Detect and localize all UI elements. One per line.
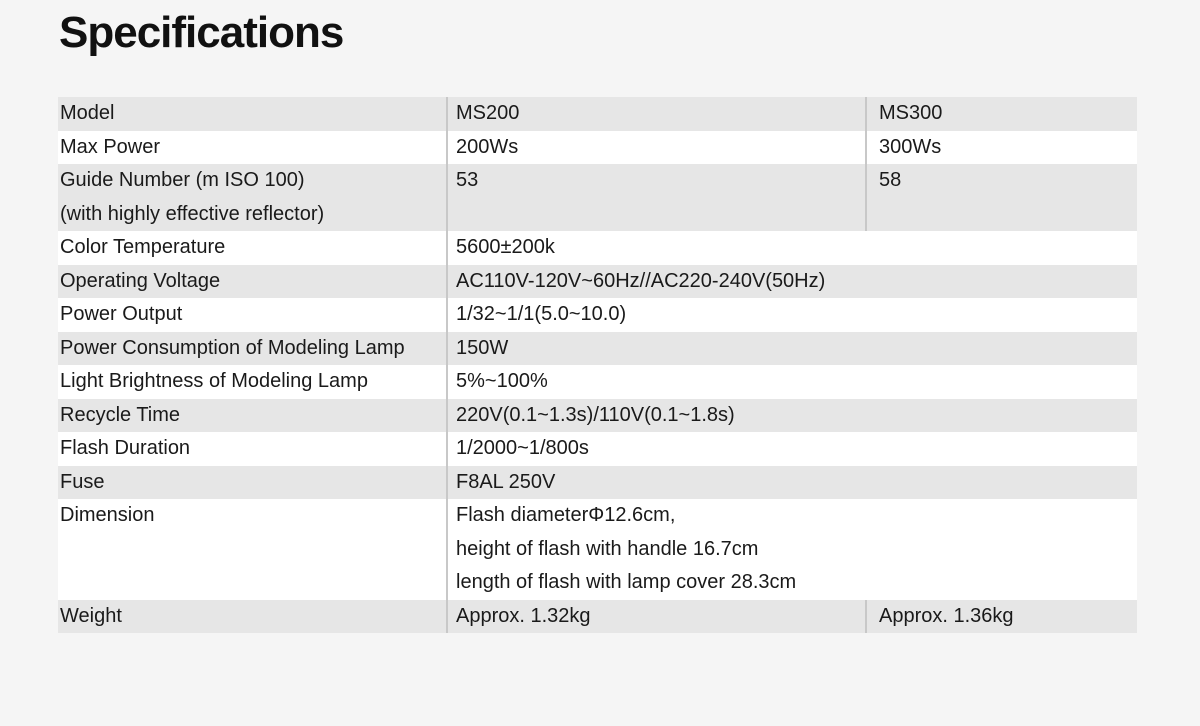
cell-text: 1/32~1/1(5.0~10.0) bbox=[456, 303, 627, 325]
cell-text: length of flash with lamp cover 28.3cm bbox=[456, 571, 797, 593]
spec-cell: 53 bbox=[446, 164, 866, 231]
table-row: Guide Number (m ISO 100) (with highly eff… bbox=[58, 164, 1137, 231]
spec-cell: Power Consumption of Modeling Lamp bbox=[58, 332, 447, 366]
cell-text: Guide Number (m ISO 100) bbox=[60, 169, 305, 191]
cell-text: Weight bbox=[60, 604, 122, 627]
cell-text: Dimension bbox=[60, 504, 155, 526]
cell-text: Light Brightness of Modeling Lamp bbox=[60, 370, 368, 392]
spec-cell: 300Ws bbox=[865, 130, 1137, 164]
cell-text: Max Power bbox=[60, 135, 161, 158]
spec-cell: Guide Number (m ISO 100) (with highly eff… bbox=[58, 164, 447, 231]
spec-cell: 58 bbox=[865, 164, 1137, 231]
cell-text: (with highly effective reflector) bbox=[60, 202, 325, 225]
table-row: Dimension Flash diameterΦ12.6cm, height of… bbox=[58, 499, 1137, 600]
spec-cell: 5600±200k bbox=[446, 231, 1137, 265]
table-row: Power Output 1/32~1/1(5.0~10.0) bbox=[58, 298, 1137, 332]
cell-text: Fuse bbox=[60, 470, 105, 493]
cell-text: F8AL 250V bbox=[456, 470, 556, 493]
cell-text: AC110V-120V~60Hz//AC220-240V(50Hz) bbox=[456, 269, 826, 292]
cell-text: 220V(0.1~1.3s)/110V(0.1~1.8s) bbox=[456, 403, 735, 426]
cell-text: MS300 bbox=[879, 102, 943, 124]
cell-text: 1/2000~1/800s bbox=[456, 437, 589, 459]
spec-cell: Approx. 1.32kg bbox=[446, 599, 866, 633]
table-row: Max Power 200Ws 300Ws bbox=[58, 130, 1137, 165]
cell-text: Operating Voltage bbox=[60, 269, 221, 292]
page-title: Specifications bbox=[59, 8, 344, 57]
cell-text: 200Ws bbox=[456, 135, 519, 158]
spec-cell: Recycle Time bbox=[58, 399, 447, 433]
spec-cell: F8AL 250V bbox=[446, 465, 1137, 499]
spec-cell: Flash Duration bbox=[58, 432, 447, 466]
cell-text: Flash Duration bbox=[60, 437, 191, 459]
spec-cell: Light Brightness of Modeling Lamp bbox=[58, 365, 447, 399]
spec-cell: 1/2000~1/800s bbox=[446, 432, 1137, 466]
spec-cell: MS300 bbox=[865, 97, 1137, 131]
spec-cell: 150W bbox=[446, 331, 1137, 365]
table-row: Color Temperature 5600±200k bbox=[58, 231, 1137, 265]
spec-cell: 220V(0.1~1.3s)/110V(0.1~1.8s) bbox=[446, 398, 1137, 432]
spec-cell: MS200 bbox=[446, 97, 866, 131]
cell-text: 5%~100% bbox=[456, 370, 548, 392]
table-row: Fuse F8AL 250V bbox=[58, 465, 1137, 500]
cell-text: Color Temperature bbox=[60, 236, 226, 258]
cell-text: 5600±200k bbox=[456, 236, 555, 258]
table-row: Weight Approx. 1.32kg Approx. 1.36kg bbox=[58, 599, 1137, 634]
spec-cell: Flash diameterΦ12.6cm, height of flash wi… bbox=[446, 499, 1137, 600]
table-row: Operating Voltage AC110V-120V~60Hz//AC220… bbox=[58, 264, 1137, 299]
cell-text: Approx. 1.36kg bbox=[879, 604, 1014, 627]
cell-text: MS200 bbox=[456, 102, 520, 124]
table-row: Power Consumption of Modeling Lamp 150W bbox=[58, 331, 1137, 366]
cell-text: Power Output bbox=[60, 303, 183, 325]
spec-cell: Approx. 1.36kg bbox=[865, 599, 1137, 633]
cell-text: 300Ws bbox=[879, 135, 942, 158]
spec-cell: Color Temperature bbox=[58, 231, 447, 265]
spec-cell: 200Ws bbox=[446, 130, 866, 164]
spec-cell: Fuse bbox=[58, 466, 447, 500]
table-row: Light Brightness of Modeling Lamp 5%~100% bbox=[58, 365, 1137, 399]
spec-cell: Max Power bbox=[58, 131, 447, 165]
spec-cell: Operating Voltage bbox=[58, 265, 447, 299]
spec-cell: 5%~100% bbox=[446, 365, 1137, 399]
cell-text: Power Consumption of Modeling Lamp bbox=[60, 336, 405, 359]
cell-text: 53 bbox=[456, 169, 479, 191]
spec-cell: Dimension bbox=[58, 499, 447, 600]
spec-cell: Power Output bbox=[58, 298, 447, 332]
table-row: Recycle Time 220V(0.1~1.3s)/110V(0.1~1.8s… bbox=[58, 398, 1137, 433]
specifications-table: Model MS200 MS300 Max Power 200Ws 300Ws Guide … bbox=[58, 97, 1137, 633]
table-row: Model MS200 MS300 bbox=[58, 97, 1137, 131]
spec-cell: 1/32~1/1(5.0~10.0) bbox=[446, 298, 1137, 332]
cell-text: 58 bbox=[879, 169, 902, 191]
spec-cell: Model bbox=[58, 97, 447, 131]
cell-text: height of flash with handle 16.7cm bbox=[456, 537, 759, 560]
cell-text: Model bbox=[60, 102, 115, 124]
table-row: Flash Duration 1/2000~1/800s bbox=[58, 432, 1137, 466]
spec-cell: AC110V-120V~60Hz//AC220-240V(50Hz) bbox=[446, 264, 1137, 298]
cell-text: 150W bbox=[456, 336, 509, 359]
spec-cell: Weight bbox=[58, 600, 447, 634]
cell-text: Approx. 1.32kg bbox=[456, 604, 591, 627]
cell-text: Flash diameterΦ12.6cm, bbox=[456, 504, 676, 526]
cell-text: Recycle Time bbox=[60, 403, 181, 426]
